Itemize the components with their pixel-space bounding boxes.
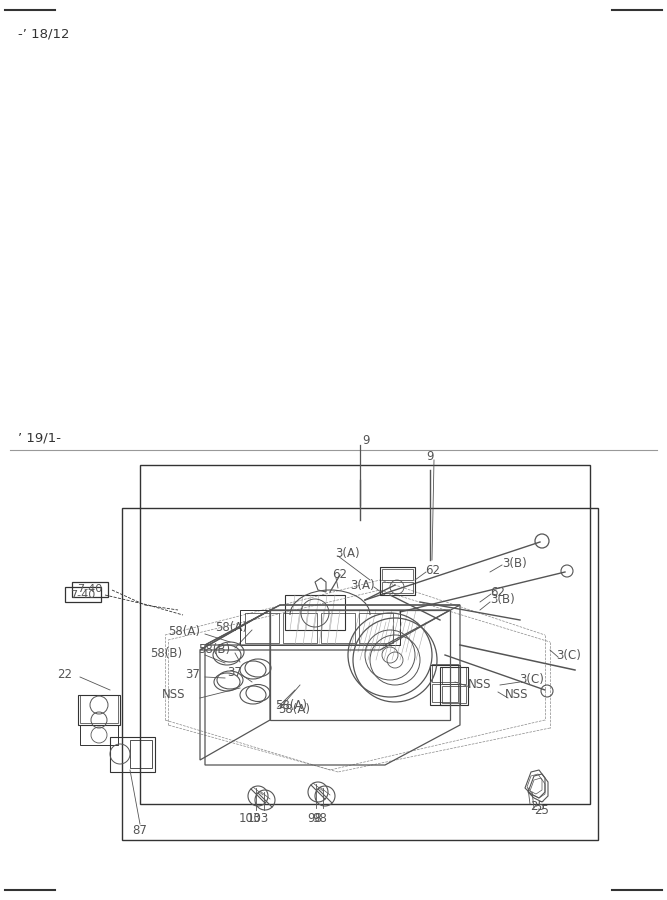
Text: 3(B): 3(B) xyxy=(502,556,527,570)
Text: 62: 62 xyxy=(425,563,440,577)
Text: NSS: NSS xyxy=(505,688,528,701)
Text: 3(A): 3(A) xyxy=(335,547,360,561)
Text: 9: 9 xyxy=(362,434,370,446)
Bar xyxy=(432,664,458,682)
Text: ’ 19/1-: ’ 19/1- xyxy=(18,431,61,445)
Bar xyxy=(130,740,152,768)
Text: 62: 62 xyxy=(490,586,505,598)
Bar xyxy=(72,582,108,597)
Text: 58(B): 58(B) xyxy=(150,646,182,660)
Bar xyxy=(442,667,466,684)
Text: 103: 103 xyxy=(239,812,261,824)
Text: 98: 98 xyxy=(307,812,322,824)
Bar xyxy=(240,610,400,645)
Bar xyxy=(440,667,468,705)
Bar xyxy=(245,613,279,643)
Text: -’ 18/12: -’ 18/12 xyxy=(18,28,69,40)
Text: 58(B): 58(B) xyxy=(198,644,230,656)
Bar xyxy=(382,582,413,593)
Bar xyxy=(122,508,598,840)
Bar xyxy=(380,567,415,595)
Text: 58(A): 58(A) xyxy=(275,698,307,712)
Text: 25: 25 xyxy=(534,804,549,816)
Text: 62: 62 xyxy=(332,569,347,581)
Bar xyxy=(321,613,355,643)
Text: 103: 103 xyxy=(247,812,269,824)
Bar xyxy=(430,665,460,705)
Bar xyxy=(442,686,466,703)
Text: 98: 98 xyxy=(313,812,327,824)
Text: 37: 37 xyxy=(227,665,242,679)
Bar xyxy=(80,695,118,723)
Text: 7-40: 7-40 xyxy=(77,584,103,595)
Text: 58(A): 58(A) xyxy=(215,622,247,634)
Bar xyxy=(140,465,590,804)
Bar xyxy=(359,613,393,643)
Bar xyxy=(110,737,155,772)
Text: 87: 87 xyxy=(133,824,147,836)
Bar xyxy=(78,695,120,725)
Bar xyxy=(382,569,413,580)
Bar xyxy=(285,595,345,630)
Bar xyxy=(80,725,118,745)
Text: 3(B): 3(B) xyxy=(490,593,515,607)
Text: 3(A): 3(A) xyxy=(350,579,375,591)
Text: 9: 9 xyxy=(426,451,434,464)
Text: NSS: NSS xyxy=(468,679,492,691)
Text: 58(A): 58(A) xyxy=(278,704,310,716)
Text: 25: 25 xyxy=(530,799,545,813)
Text: NSS: NSS xyxy=(161,688,185,701)
Text: 37: 37 xyxy=(185,669,200,681)
Text: 58(A): 58(A) xyxy=(168,626,200,638)
Text: 7-40: 7-40 xyxy=(71,590,95,599)
Bar xyxy=(432,684,458,702)
Text: 22: 22 xyxy=(57,669,72,681)
Text: 3(C): 3(C) xyxy=(519,673,544,687)
Text: 3(C): 3(C) xyxy=(556,649,581,662)
Bar xyxy=(283,613,317,643)
Bar xyxy=(65,587,101,602)
